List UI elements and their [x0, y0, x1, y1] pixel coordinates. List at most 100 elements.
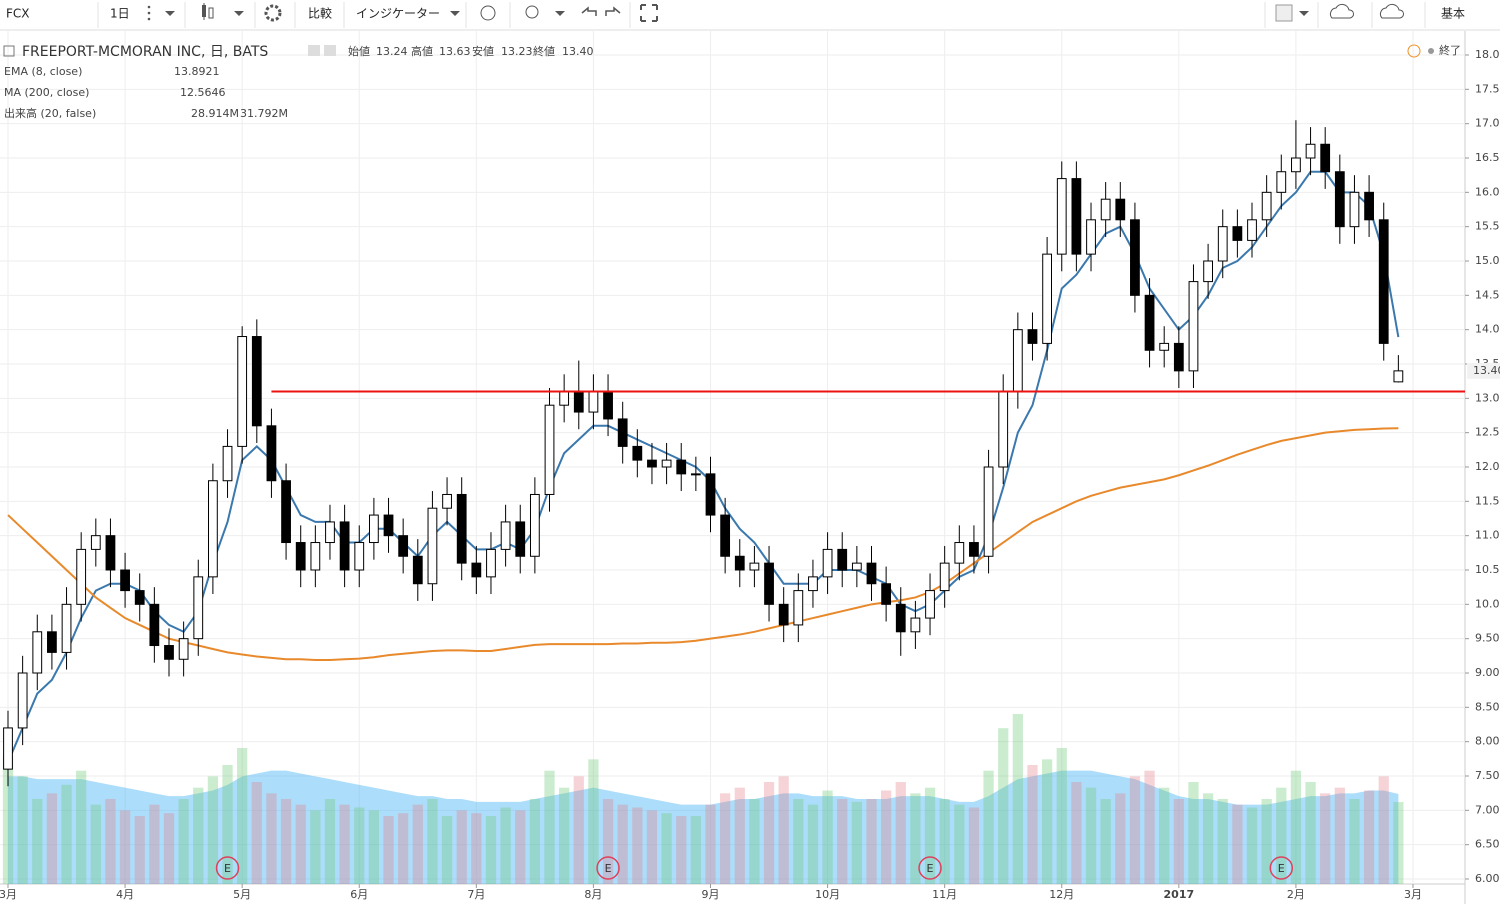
- symbol[interactable]: FCX: [6, 7, 30, 21]
- volume-bar: [1290, 770, 1302, 884]
- earnings-label: E: [1278, 862, 1285, 875]
- candle-body: [1247, 219, 1257, 241]
- volume-bar: [1232, 804, 1243, 884]
- candle-body: [1086, 219, 1096, 255]
- candle-body: [47, 631, 57, 653]
- legend-entry[interactable]: MA (200, close): [4, 86, 89, 99]
- y-tick-label: 9.00: [1475, 666, 1500, 679]
- icon[interactable]: [308, 45, 320, 56]
- volume-bar: [1115, 793, 1126, 884]
- chart-style-button[interactable]: [202, 3, 214, 20]
- candle-body: [266, 425, 277, 482]
- candle-body: [3, 727, 13, 770]
- earnings-marker: [215, 856, 240, 880]
- legend-entry[interactable]: EMA (8, close): [4, 65, 82, 78]
- candle-body: [544, 404, 555, 495]
- volume-bar: [1246, 807, 1258, 884]
- compare-button[interactable]: 比較: [308, 6, 332, 21]
- volume-bar: [17, 776, 28, 884]
- volume-bar: [398, 813, 409, 884]
- alert-button[interactable]: [480, 5, 496, 21]
- candle-body: [676, 459, 687, 475]
- candle-body: [1393, 370, 1404, 383]
- candle-body: [61, 603, 72, 653]
- indicators-button[interactable]: インジケーター: [356, 7, 440, 21]
- volume-bar: [866, 799, 877, 884]
- candle-body: [851, 562, 862, 571]
- candle-body: [1291, 157, 1301, 173]
- interval[interactable]: 1日: [110, 7, 130, 21]
- candle-body: [325, 521, 335, 544]
- volume-bar: [895, 782, 906, 884]
- collapse-button[interactable]: [3, 45, 15, 57]
- candle-body: [749, 562, 760, 571]
- undo-button[interactable]: [581, 6, 597, 16]
- volume-bar: [46, 793, 58, 884]
- dropdown[interactable]: [234, 11, 244, 16]
- candle-body: [1203, 260, 1213, 283]
- volume-bar: [1261, 799, 1272, 884]
- volume-bar: [1276, 787, 1287, 884]
- toolbar: [0, 0, 1500, 30]
- volume-bar: [76, 770, 87, 884]
- candle-body: [251, 336, 262, 427]
- status: 終了: [1439, 43, 1461, 57]
- candle-body: [295, 542, 306, 571]
- volume-bar: [573, 776, 584, 884]
- volume-bar: [1012, 714, 1023, 884]
- dropdown[interactable]: [450, 11, 460, 16]
- candle-body: [998, 390, 1009, 468]
- ohlc-value: 13.63: [439, 45, 471, 58]
- volume-bar: [1144, 770, 1155, 884]
- y-tick-label: 13.00: [1475, 391, 1500, 404]
- load-button[interactable]: [1329, 3, 1354, 19]
- fullscreen-button[interactable]: [640, 4, 658, 22]
- y-tick-label: 8.00: [1475, 735, 1500, 748]
- volume-ma-area: [8, 770, 1399, 884]
- dropdown[interactable]: [1299, 11, 1309, 16]
- layout-button[interactable]: 基本: [1441, 7, 1465, 21]
- y-tick-label: 7.50: [1475, 769, 1500, 782]
- candle-body: [1276, 171, 1287, 193]
- x-tick-label: 4月: [116, 888, 134, 901]
- idea-button[interactable]: [525, 5, 539, 19]
- candle-body: [837, 548, 848, 571]
- candle-body: [573, 390, 584, 413]
- y-tick-label: 9.50: [1475, 632, 1500, 645]
- candle-body: [969, 542, 979, 557]
- earnings-marker: [596, 856, 620, 880]
- y-tick-label: 18.00: [1475, 48, 1500, 61]
- volume-bar: [1378, 776, 1389, 884]
- volume-bar: [207, 776, 219, 884]
- candle-body: [705, 473, 716, 516]
- candle-body: [529, 493, 540, 557]
- x-tick-label: 6月: [350, 888, 368, 901]
- dropdown[interactable]: [165, 11, 175, 16]
- volume-bar: [61, 784, 72, 884]
- candle-body: [559, 390, 570, 406]
- more-button[interactable]: [147, 5, 151, 21]
- candle-body: [1027, 329, 1038, 344]
- candle-body: [208, 480, 218, 578]
- x-tick-label: 3月: [0, 888, 17, 901]
- candle-body: [76, 548, 87, 605]
- candle-body: [1159, 342, 1170, 351]
- dropdown[interactable]: [555, 11, 565, 16]
- volume-bar: [1027, 765, 1038, 884]
- volume-bar: [910, 793, 921, 884]
- candle-body: [310, 542, 321, 571]
- candle-body: [1232, 226, 1243, 241]
- settings-button[interactable]: [264, 4, 282, 22]
- save-button[interactable]: [1379, 3, 1404, 19]
- redo-button[interactable]: [605, 6, 621, 16]
- color-button[interactable]: [1275, 4, 1293, 22]
- legend-entry[interactable]: 出来高 (20, false): [4, 106, 96, 120]
- candle-body: [471, 562, 482, 578]
- candle-body: [1349, 191, 1360, 228]
- candle-body: [281, 480, 291, 544]
- warning-icon[interactable]: [1407, 44, 1421, 58]
- x-tick-label: 2017: [1164, 888, 1195, 901]
- icon[interactable]: [324, 45, 336, 56]
- volume-bar: [1334, 787, 1345, 884]
